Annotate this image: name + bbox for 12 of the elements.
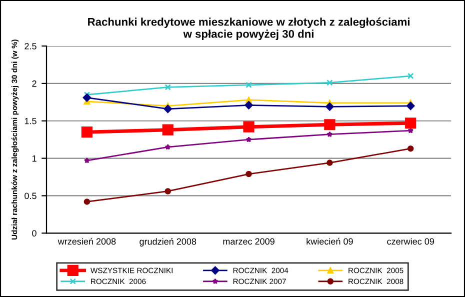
x-tick-label: wrzesień 2008 (58, 238, 116, 245)
x-tick-label: czerwiec 09 (387, 238, 434, 245)
chart-title: Rachunki kredytowe mieszkaniowe w złotych z zaległościami w spłacie powyżej 30 dni (88, 18, 410, 40)
x-tick-label: kwiecień 09 (306, 238, 353, 245)
y-tick-label: 0 (32, 230, 36, 237)
x-tick-label: marzec 2009 (223, 238, 274, 245)
y-tick-label: 1.5 (24, 118, 36, 124)
y-tick-label: 2 (32, 80, 36, 87)
x-tick-label: grudzień 2008 (140, 238, 196, 247)
y-tick-label: 1 (32, 155, 36, 162)
y-tick-label: 0.5 (24, 192, 36, 200)
y-tick-label: 2.5 (24, 43, 36, 50)
